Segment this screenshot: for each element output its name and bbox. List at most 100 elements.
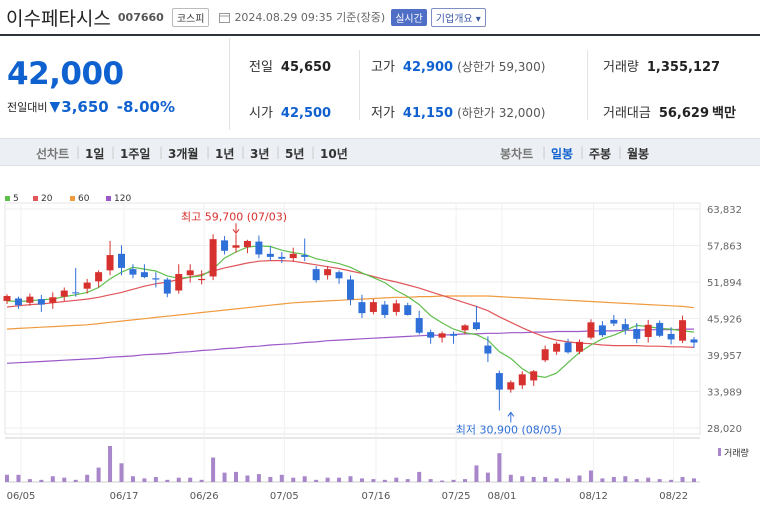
volume-bar	[50, 476, 55, 482]
candle-body	[358, 302, 366, 314]
realtime-badge[interactable]: 실시간	[391, 8, 427, 26]
volume-legend: 거래량	[724, 447, 749, 459]
x-tick-label: 06/17	[110, 491, 139, 502]
volume-bar	[394, 477, 399, 482]
stat-label: 고가	[371, 60, 395, 75]
tab-period-1d[interactable]: 1일	[85, 147, 105, 161]
volume-bar	[39, 479, 44, 482]
candle-body	[232, 245, 240, 248]
volume-bar	[531, 476, 536, 482]
x-tick-label: 08/12	[579, 491, 608, 502]
y-tick-label: 63,832	[707, 205, 742, 216]
chart-legend: 5 20 60 120	[5, 194, 131, 204]
candle-body	[392, 303, 400, 312]
divider: |	[111, 145, 116, 159]
company-overview-button[interactable]: 기업개요 ▾	[430, 7, 486, 27]
candle-body	[690, 339, 698, 343]
candle-body	[633, 329, 641, 339]
candle-body	[209, 239, 217, 277]
volume-bar	[428, 479, 433, 482]
volume-bar	[543, 476, 548, 482]
candles	[3, 234, 698, 411]
tab-period-3m[interactable]: 3개월	[168, 147, 199, 161]
candle-body	[553, 343, 561, 352]
volume-bar	[222, 472, 227, 482]
volume-bar	[588, 470, 593, 482]
volume-bar	[463, 479, 467, 482]
candle-body	[266, 253, 274, 257]
legend-label-60: 60	[78, 194, 90, 204]
volume-bar	[554, 478, 559, 482]
price-change: 전일대비 ▼ 3,650 -8.00%	[7, 98, 229, 116]
stat-amount: 거래대금 56,629 백만	[603, 102, 736, 121]
volume-bar	[188, 477, 193, 482]
price-summary: 42,000 전일대비 ▼ 3,650 -8.00%	[0, 38, 230, 130]
candle-body	[163, 279, 171, 294]
candle-body	[140, 272, 148, 278]
volume-bar	[337, 477, 342, 482]
candle-body	[324, 269, 332, 276]
change-amount: 3,650	[61, 98, 109, 116]
tab-period-3y[interactable]: 3년	[250, 147, 270, 161]
volume-bar	[417, 471, 422, 482]
volume-bar	[669, 479, 674, 482]
stat-prev-close: 전일 45,650	[249, 56, 331, 75]
candle-body	[255, 241, 263, 255]
stat-sub: (하한가 32,000)	[457, 106, 546, 120]
volume-bar	[348, 476, 353, 482]
x-tick-label: 08/22	[659, 491, 688, 502]
tab-period-1w[interactable]: 1주일	[120, 147, 151, 161]
timestamp: 2024.08.29 09:35 기준(장중)	[219, 9, 385, 25]
y-tick-label: 57,863	[707, 242, 742, 253]
tab-candle-chart[interactable]: 봉차트	[500, 147, 534, 161]
divider: |	[159, 145, 164, 159]
candle-body	[72, 292, 80, 294]
volume-bar	[27, 479, 32, 482]
candle-body	[461, 325, 469, 331]
divider: |	[618, 145, 623, 159]
stock-name: 이수페타시스	[6, 7, 111, 30]
candle-body	[60, 290, 68, 297]
volume-bar	[314, 479, 319, 482]
candle-body	[129, 269, 137, 275]
candle-body	[83, 282, 91, 289]
tab-period-1y[interactable]: 1년	[215, 147, 235, 161]
candle-body	[347, 279, 354, 300]
volume-bar	[680, 476, 685, 482]
stat-volume: 거래량 1,355,127	[603, 56, 720, 75]
legend-swatch-60	[70, 196, 75, 201]
candle-body	[656, 322, 664, 336]
candle-body	[541, 349, 549, 361]
volume-bar	[96, 467, 101, 482]
volume-bar	[279, 474, 284, 482]
stat-value: 41,150	[402, 106, 454, 121]
candle-body	[472, 322, 480, 330]
stat-label: 저가	[371, 106, 395, 121]
stat-value: 42,900	[402, 60, 454, 75]
volume-bar	[600, 478, 605, 482]
candle-body	[14, 298, 22, 306]
tab-line-chart[interactable]: 선차트	[36, 147, 70, 161]
tab-candle-weekly[interactable]: 주봉	[589, 147, 612, 161]
candle-body	[610, 319, 618, 324]
volume-bar	[268, 476, 273, 482]
tab-candle-monthly[interactable]: 월봉	[627, 147, 650, 161]
tab-candle-daily[interactable]: 일봉	[551, 147, 574, 161]
y-tick-label: 51,894	[707, 278, 742, 289]
volume-bar	[474, 465, 479, 482]
stat-label: 전일	[249, 60, 273, 75]
candle-body	[106, 255, 114, 271]
stat-label: 거래대금	[603, 106, 651, 121]
x-axis: 06/05 06/17 06/26 07/05 07/16 07/25 08/01 08/12…	[7, 491, 688, 502]
candle-body	[335, 272, 343, 279]
volume-bar	[382, 479, 387, 482]
change-percent: -8.00%	[116, 98, 175, 116]
candlestick-chart[interactable]: 5 20 60 120 최고 59,700 (07/03) 최저 30,900 …	[0, 186, 760, 510]
tab-period-10y[interactable]: 10년	[320, 147, 348, 161]
low-annotation: 최저 30,900 (08/05)	[456, 423, 562, 436]
candle-body	[564, 342, 572, 353]
tab-period-5y[interactable]: 5년	[285, 147, 305, 161]
volume-bar	[108, 446, 113, 482]
volume-bar	[16, 474, 21, 482]
stat-high: 고가 42,900 (상한가 59,300)	[371, 56, 545, 75]
